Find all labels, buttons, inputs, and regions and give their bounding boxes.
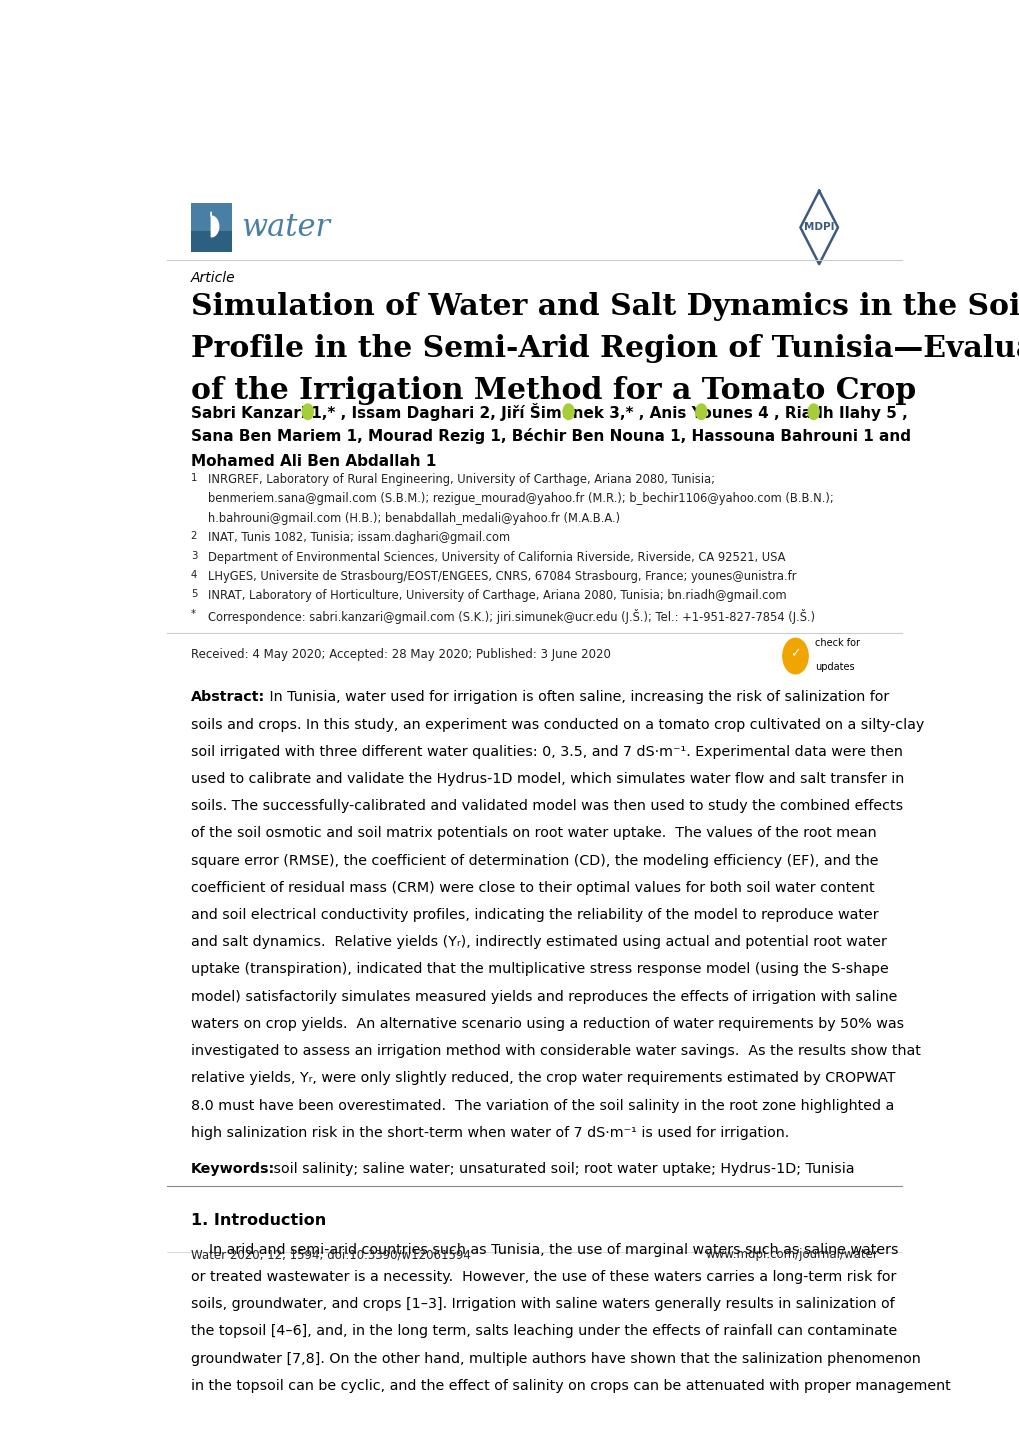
Text: model) satisfactorily simulates measured yields and reproduces the effects of ir: model) satisfactorily simulates measured… xyxy=(191,989,897,1004)
Circle shape xyxy=(562,404,574,420)
Text: ✓: ✓ xyxy=(790,647,800,660)
Text: and soil electrical conductivity profiles, indicating the reliability of the mod: and soil electrical conductivity profile… xyxy=(191,908,877,921)
Text: uptake (transpiration), indicated that the multiplicative stress response model : uptake (transpiration), indicated that t… xyxy=(191,962,888,976)
Text: Sana Ben Mariem 1, Mourad Rezig 1, Béchir Ben Nouna 1, Hassouna Bahrouni 1 and: Sana Ben Mariem 1, Mourad Rezig 1, Béchi… xyxy=(191,428,910,444)
Text: Received: 4 May 2020; Accepted: 28 May 2020; Published: 3 June 2020: Received: 4 May 2020; Accepted: 28 May 2… xyxy=(191,649,610,662)
Text: 8.0 must have been overestimated.  The variation of the soil salinity in the roo: 8.0 must have been overestimated. The va… xyxy=(191,1099,893,1113)
Circle shape xyxy=(782,639,807,673)
Circle shape xyxy=(695,404,706,420)
Text: 5: 5 xyxy=(191,590,197,600)
Text: 2: 2 xyxy=(191,531,197,541)
Text: and salt dynamics.  Relative yields (Yᵣ), indirectly estimated using actual and : and salt dynamics. Relative yields (Yᵣ),… xyxy=(191,936,886,949)
Text: Article: Article xyxy=(191,271,235,284)
Text: water: water xyxy=(242,212,330,242)
Text: or treated wastewater is a necessity.  However, the use of these waters carries : or treated wastewater is a necessity. Ho… xyxy=(191,1270,896,1283)
Text: Simulation of Water and Salt Dynamics in the Soil: Simulation of Water and Salt Dynamics in… xyxy=(191,291,1019,322)
Text: the topsoil [4–6], and, in the long term, salts leaching under the effects of ra: the topsoil [4–6], and, in the long term… xyxy=(191,1324,896,1338)
Text: high salinization risk in the short-term when water of 7 dS·m⁻¹ is used for irri: high salinization risk in the short-term… xyxy=(191,1126,789,1139)
Text: square error (RMSE), the coefficient of determination (CD), the modeling efficie: square error (RMSE), the coefficient of … xyxy=(191,854,877,868)
Circle shape xyxy=(807,404,818,420)
Text: 3: 3 xyxy=(191,551,197,561)
Text: Sabri Kanzari 1,* , Issam Daghari 2, Jiří Šimůnek 3,* , Anis Younes 4 , Riadh Il: Sabri Kanzari 1,* , Issam Daghari 2, Jiř… xyxy=(191,402,907,421)
Text: used to calibrate and validate the Hydrus-1D model, which simulates water flow a: used to calibrate and validate the Hydru… xyxy=(191,771,903,786)
Text: Water 2020, 12, 1594; doi:10.3390/w12061594: Water 2020, 12, 1594; doi:10.3390/w12061… xyxy=(191,1249,470,1262)
Text: INAT, Tunis 1082, Tunisia; issam.daghari@gmail.com: INAT, Tunis 1082, Tunisia; issam.daghari… xyxy=(208,531,510,544)
Text: of the Irrigation Method for a Tomato Crop: of the Irrigation Method for a Tomato Cr… xyxy=(191,376,915,405)
Text: coefficient of residual mass (CRM) were close to their optimal values for both s: coefficient of residual mass (CRM) were … xyxy=(191,881,873,895)
Text: check for: check for xyxy=(814,639,859,649)
Text: In Tunisia, water used for irrigation is often saline, increasing the risk of sa: In Tunisia, water used for irrigation is… xyxy=(265,691,889,705)
Text: relative yields, Yᵣ, were only slightly reduced, the crop water requirements est: relative yields, Yᵣ, were only slightly … xyxy=(191,1071,895,1086)
Text: benmeriem.sana@gmail.com (S.B.M.); rezigue_mourad@yahoo.fr (M.R.); b_bechir1106@: benmeriem.sana@gmail.com (S.B.M.); rezig… xyxy=(208,492,834,505)
Text: Department of Environmental Sciences, University of California Riverside, Rivers: Department of Environmental Sciences, Un… xyxy=(208,551,785,564)
Text: In arid and semi-arid countries such as Tunisia, the use of marginal waters such: In arid and semi-arid countries such as … xyxy=(191,1243,898,1257)
Text: Profile in the Semi-Arid Region of Tunisia—Evaluation: Profile in the Semi-Arid Region of Tunis… xyxy=(191,335,1019,363)
FancyBboxPatch shape xyxy=(191,203,231,252)
Text: groundwater [7,8]. On the other hand, multiple authors have shown that the salin: groundwater [7,8]. On the other hand, mu… xyxy=(191,1351,919,1366)
Text: 1: 1 xyxy=(191,473,197,483)
Text: updates: updates xyxy=(814,662,854,672)
Text: 4: 4 xyxy=(191,570,197,580)
Text: of the soil osmotic and soil matrix potentials on root water uptake.  The values: of the soil osmotic and soil matrix pote… xyxy=(191,826,875,841)
Text: Correspondence: sabri.kanzari@gmail.com (S.K.); jiri.simunek@ucr.edu (J.Š.); Tel: Correspondence: sabri.kanzari@gmail.com … xyxy=(208,609,814,624)
Text: INRAT, Laboratory of Horticulture, University of Carthage, Ariana 2080, Tunisia;: INRAT, Laboratory of Horticulture, Unive… xyxy=(208,590,786,603)
Circle shape xyxy=(302,404,313,420)
Text: Abstract:: Abstract: xyxy=(191,691,265,705)
Text: Keywords:: Keywords: xyxy=(191,1162,275,1175)
Text: LHyGES, Universite de Strasbourg/EOST/ENGEES, CNRS, 67084 Strasbourg, France; yo: LHyGES, Universite de Strasbourg/EOST/EN… xyxy=(208,570,796,583)
Polygon shape xyxy=(211,212,218,236)
Text: soils, groundwater, and crops [1–3]. Irrigation with saline waters generally res: soils, groundwater, and crops [1–3]. Irr… xyxy=(191,1298,894,1311)
Text: investigated to assess an irrigation method with considerable water savings.  As: investigated to assess an irrigation met… xyxy=(191,1044,920,1058)
Text: in the topsoil can be cyclic, and the effect of salinity on crops can be attenua: in the topsoil can be cyclic, and the ef… xyxy=(191,1379,950,1393)
Text: Mohamed Ali Ben Abdallah 1: Mohamed Ali Ben Abdallah 1 xyxy=(191,454,436,469)
Text: www.mdpi.com/journal/water: www.mdpi.com/journal/water xyxy=(705,1249,877,1262)
Text: soils and crops. In this study, an experiment was conducted on a tomato crop cul: soils and crops. In this study, an exper… xyxy=(191,718,923,731)
Text: h.bahrouni@gmail.com (H.B.); benabdallah_medali@yahoo.fr (M.A.B.A.): h.bahrouni@gmail.com (H.B.); benabdallah… xyxy=(208,512,620,525)
Text: *: * xyxy=(191,609,196,619)
Text: soils. The successfully-calibrated and validated model was then used to study th: soils. The successfully-calibrated and v… xyxy=(191,799,902,813)
Text: 1. Introduction: 1. Introduction xyxy=(191,1213,326,1229)
Text: soil salinity; saline water; unsaturated soil; root water uptake; Hydrus-1D; Tun: soil salinity; saline water; unsaturated… xyxy=(269,1162,854,1175)
Text: MDPI: MDPI xyxy=(803,222,834,232)
Text: soil irrigated with three different water qualities: 0, 3.5, and 7 dS·m⁻¹. Exper: soil irrigated with three different wate… xyxy=(191,746,902,758)
FancyBboxPatch shape xyxy=(191,231,231,252)
Text: INRGREF, Laboratory of Rural Engineering, University of Carthage, Ariana 2080, T: INRGREF, Laboratory of Rural Engineering… xyxy=(208,473,714,486)
Text: waters on crop yields.  An alternative scenario using a reduction of water requi: waters on crop yields. An alternative sc… xyxy=(191,1017,903,1031)
